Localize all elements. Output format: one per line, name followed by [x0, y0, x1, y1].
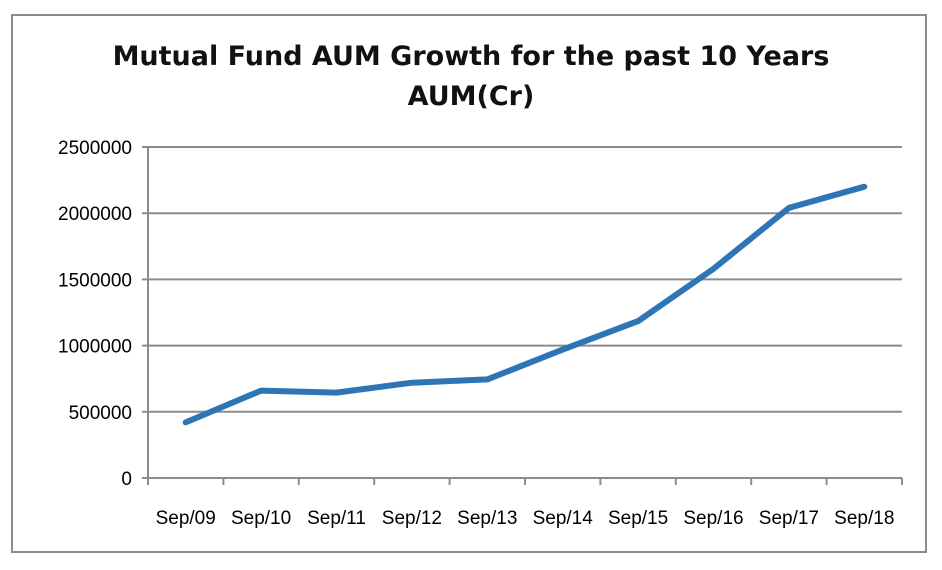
x-tick-labels: Sep/09 Sep/10 Sep/11 Sep/12 Sep/13 Sep/14 Sep/…: [156, 508, 895, 529]
data-point: [486, 378, 488, 380]
x-tick-label: Sep/12: [382, 508, 442, 529]
data-point: [637, 320, 639, 322]
data-point: [713, 268, 714, 270]
x-tick-label: Sep/09: [156, 508, 216, 529]
chart-title: Mutual Fund AUM Growth for the past 10 Y…: [112, 41, 830, 72]
data-point: [185, 421, 187, 423]
data-point: [260, 390, 262, 392]
data-point: [336, 392, 337, 394]
x-tick-label: Sep/16: [683, 508, 743, 529]
chart-frame: [11, 14, 927, 553]
x-tick-label: Sep/15: [608, 508, 668, 529]
series-group: [182, 183, 868, 426]
x-tick-label: Sep/13: [457, 508, 517, 529]
data-point: [788, 207, 790, 209]
chart-subtitle: AUM(Cr): [407, 81, 535, 112]
x-tick-label: Sep/10: [231, 508, 291, 529]
grid-lines: [148, 146, 902, 413]
y-tick-label: 500000: [69, 403, 132, 424]
x-tick-label: Sep/14: [533, 508, 594, 529]
data-point: [411, 382, 413, 384]
axes: [142, 146, 903, 485]
y-tick-label: 2500000: [58, 138, 132, 159]
y-tick-label: 1000000: [58, 337, 132, 358]
data-point: [863, 186, 865, 188]
x-tick-label: Sep/17: [759, 508, 819, 529]
y-tick-labels: 0 500000 1000000 1500000 2000000 2500000: [58, 138, 132, 490]
y-tick-label: 2000000: [58, 204, 132, 225]
x-tick-label: Sep/18: [834, 508, 894, 529]
y-tick-label: 1500000: [58, 270, 132, 291]
x-tick-label: Sep/11: [307, 508, 366, 529]
y-tick-label: 0: [121, 469, 132, 490]
series-line: [182, 183, 868, 426]
data-point: [562, 349, 564, 351]
